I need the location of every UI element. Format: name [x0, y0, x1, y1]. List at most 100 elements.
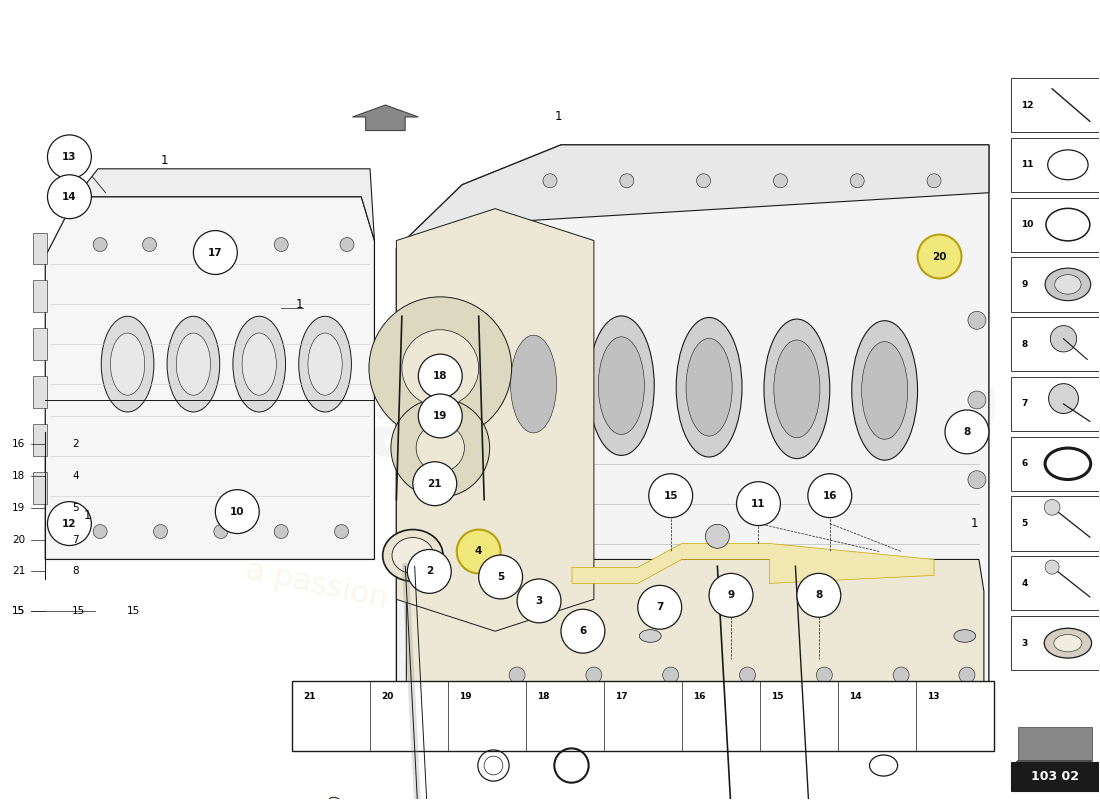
Text: 11: 11: [751, 498, 766, 509]
Text: 103 02: 103 02: [1031, 770, 1079, 782]
Text: 11: 11: [1022, 160, 1034, 170]
Ellipse shape: [1045, 268, 1091, 301]
Bar: [33, 328, 47, 360]
Text: 1: 1: [161, 154, 168, 167]
Polygon shape: [45, 197, 374, 559]
Text: 19: 19: [459, 691, 472, 701]
Polygon shape: [76, 169, 374, 241]
Text: 18: 18: [537, 691, 550, 701]
Ellipse shape: [242, 333, 276, 395]
Circle shape: [959, 667, 975, 683]
Circle shape: [561, 610, 605, 653]
Circle shape: [773, 174, 788, 188]
Circle shape: [739, 667, 756, 683]
Text: 19: 19: [433, 411, 448, 421]
Circle shape: [968, 311, 986, 330]
Text: 16: 16: [12, 439, 25, 449]
Circle shape: [368, 297, 512, 439]
Circle shape: [1045, 560, 1059, 574]
Ellipse shape: [851, 321, 917, 460]
Circle shape: [705, 524, 729, 548]
Text: 7: 7: [656, 602, 663, 612]
Bar: [1018, 727, 1091, 761]
Circle shape: [1048, 384, 1078, 414]
Ellipse shape: [1055, 274, 1081, 294]
Text: 2: 2: [73, 439, 79, 449]
Circle shape: [418, 394, 462, 438]
Circle shape: [807, 474, 851, 518]
Ellipse shape: [773, 340, 820, 438]
Ellipse shape: [308, 333, 342, 395]
Ellipse shape: [1044, 628, 1091, 658]
Ellipse shape: [861, 342, 908, 439]
Circle shape: [216, 490, 260, 534]
Circle shape: [47, 502, 91, 546]
Circle shape: [586, 667, 602, 683]
Circle shape: [1050, 326, 1077, 352]
Circle shape: [154, 525, 167, 538]
Circle shape: [456, 530, 501, 574]
Text: 20: 20: [12, 534, 25, 545]
Text: 13: 13: [63, 152, 77, 162]
Text: 14: 14: [849, 691, 861, 701]
Circle shape: [1044, 499, 1060, 515]
Text: 3: 3: [1022, 638, 1027, 648]
Text: europäss: europäss: [82, 328, 535, 503]
Circle shape: [850, 174, 865, 188]
Text: 8: 8: [815, 590, 823, 600]
Bar: [33, 233, 47, 265]
Circle shape: [478, 555, 522, 599]
Circle shape: [94, 238, 107, 251]
Text: 4: 4: [475, 546, 483, 557]
Circle shape: [143, 238, 156, 251]
Text: 2: 2: [426, 566, 433, 577]
Ellipse shape: [392, 538, 433, 574]
Bar: [1011, 497, 1099, 550]
Bar: [1011, 377, 1099, 431]
Text: 10: 10: [1022, 220, 1034, 229]
Circle shape: [213, 525, 228, 538]
Circle shape: [696, 174, 711, 188]
Circle shape: [945, 410, 989, 454]
Text: 8: 8: [1022, 340, 1027, 349]
Ellipse shape: [954, 630, 976, 642]
Text: 3: 3: [536, 596, 542, 606]
Text: 4: 4: [73, 470, 79, 481]
Circle shape: [390, 398, 490, 497]
Text: 12: 12: [1022, 101, 1034, 110]
Circle shape: [334, 525, 349, 538]
Circle shape: [816, 667, 833, 683]
Circle shape: [47, 174, 91, 218]
Ellipse shape: [686, 338, 733, 436]
Circle shape: [619, 174, 634, 188]
Text: 9: 9: [727, 590, 735, 600]
Text: 17: 17: [208, 247, 222, 258]
Text: 18: 18: [12, 470, 25, 481]
Circle shape: [402, 330, 478, 406]
Circle shape: [543, 174, 557, 188]
Circle shape: [274, 238, 288, 251]
Ellipse shape: [588, 316, 654, 455]
Text: 15: 15: [73, 606, 86, 616]
Ellipse shape: [383, 530, 443, 582]
Text: 15: 15: [12, 606, 25, 616]
Circle shape: [638, 586, 682, 630]
Circle shape: [917, 234, 961, 278]
Circle shape: [662, 667, 679, 683]
Circle shape: [968, 470, 986, 489]
Text: 16: 16: [693, 691, 706, 701]
Ellipse shape: [500, 314, 566, 454]
Text: 5: 5: [497, 572, 504, 582]
Bar: [33, 281, 47, 312]
Circle shape: [194, 230, 238, 274]
Text: 5: 5: [73, 502, 79, 513]
Bar: [33, 472, 47, 504]
Bar: [1011, 138, 1099, 192]
Text: 21: 21: [428, 478, 442, 489]
Text: 9: 9: [1022, 280, 1027, 289]
Circle shape: [412, 462, 456, 506]
Polygon shape: [406, 559, 983, 719]
Circle shape: [94, 525, 107, 538]
Bar: [33, 424, 47, 456]
Text: 21: 21: [12, 566, 25, 577]
